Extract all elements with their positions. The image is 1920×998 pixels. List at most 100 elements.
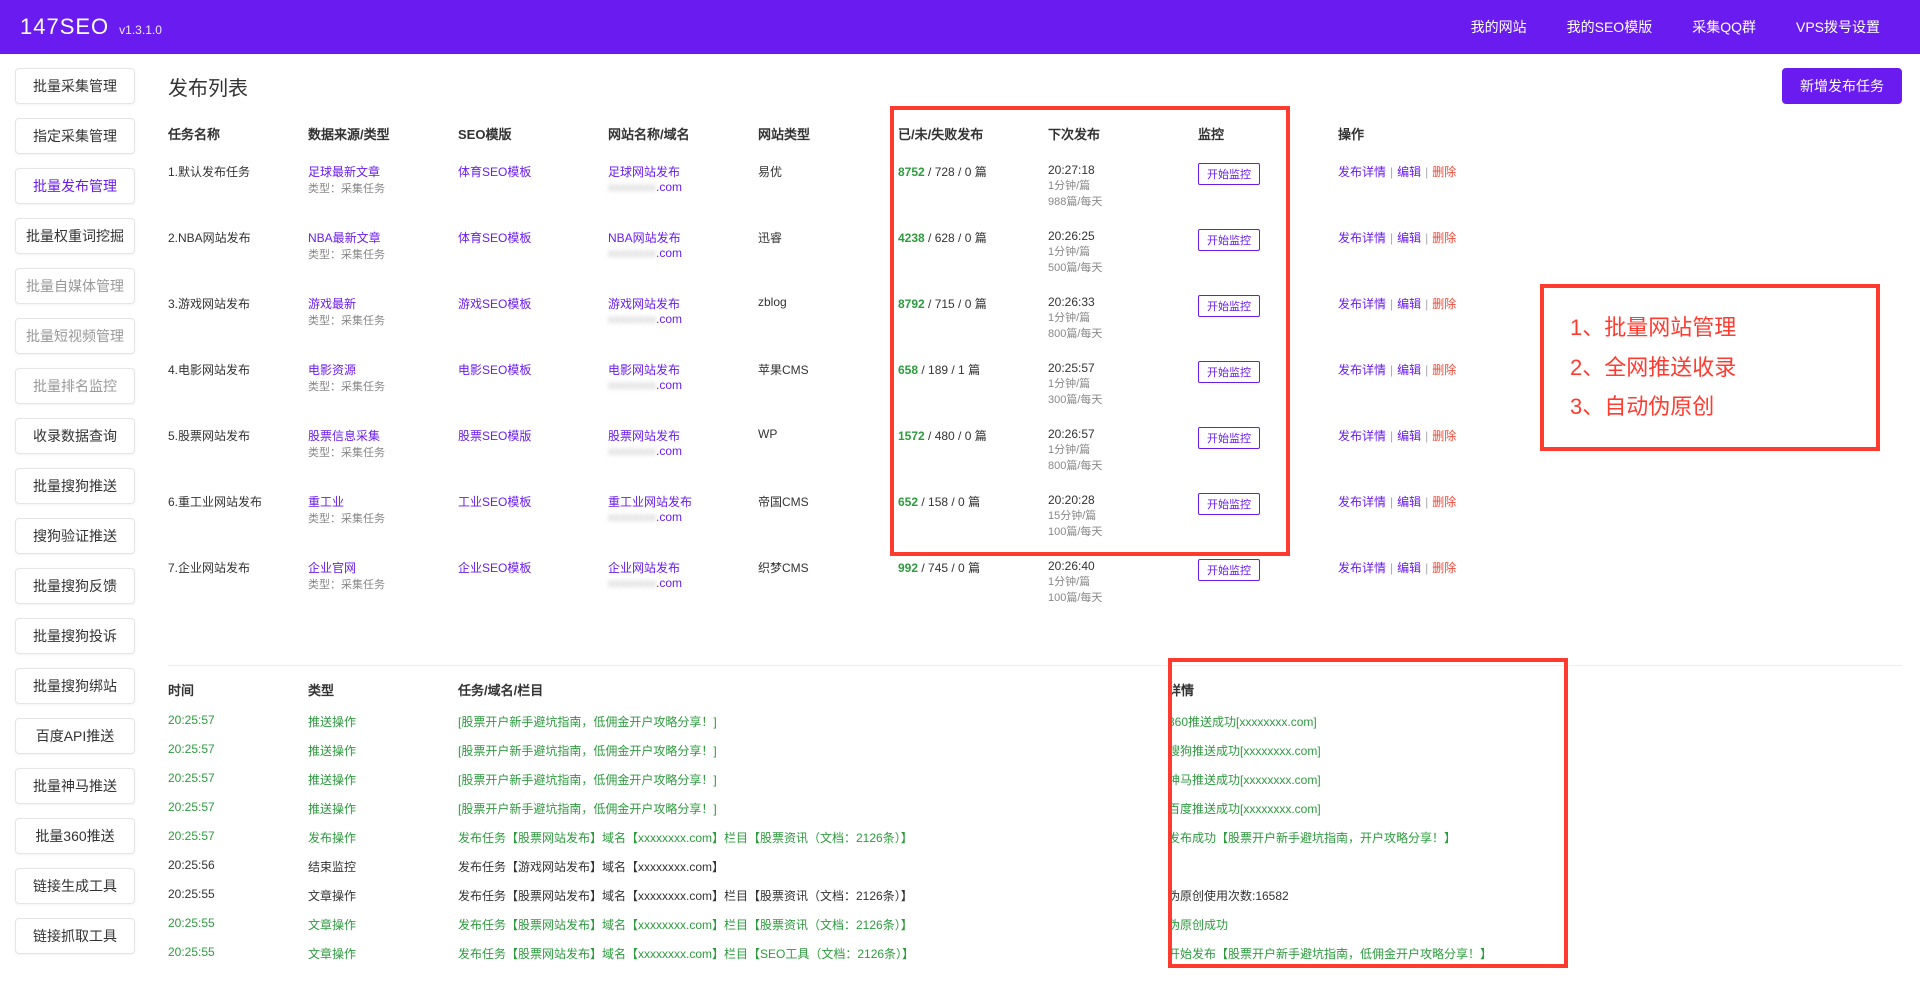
cell-name: 3.游戏网站发布 (168, 295, 308, 312)
monitor-button[interactable]: 开始监控 (1198, 427, 1260, 449)
cell-site: 重工业网站发布xxxxxxxx.com (608, 493, 758, 524)
topnav-item-1[interactable]: 我的SEO模版 (1567, 17, 1653, 37)
op-edit-link[interactable]: 编辑 (1397, 429, 1421, 443)
sidebar-item-8[interactable]: 批量搜狗推送 (15, 468, 135, 504)
op-delete-link[interactable]: 删除 (1432, 165, 1456, 179)
cell-source: 游戏最新类型：采集任务 (308, 295, 458, 328)
cell-ops: 发布详情|编辑|删除 (1338, 427, 1498, 444)
source-link[interactable]: 股票信息采集 (308, 429, 380, 443)
op-edit-link[interactable]: 编辑 (1397, 231, 1421, 245)
op-detail-link[interactable]: 发布详情 (1338, 495, 1386, 509)
monitor-button[interactable]: 开始监控 (1198, 493, 1260, 515)
monitor-button[interactable]: 开始监控 (1198, 229, 1260, 251)
op-delete-link[interactable]: 删除 (1432, 429, 1456, 443)
op-detail-link[interactable]: 发布详情 (1338, 429, 1386, 443)
cell-monitor: 开始监控 (1198, 163, 1338, 185)
cell-monitor: 开始监控 (1198, 229, 1338, 251)
template-link[interactable]: 电影SEO模板 (458, 363, 531, 377)
site-link[interactable]: 股票网站发布 (608, 429, 680, 443)
sidebar-item-12[interactable]: 批量搜狗绑站 (15, 668, 135, 704)
sidebar-item-3[interactable]: 批量权重词挖掘 (15, 218, 135, 254)
op-edit-link[interactable]: 编辑 (1397, 363, 1421, 377)
op-delete-link[interactable]: 删除 (1432, 231, 1456, 245)
monitor-button[interactable]: 开始监控 (1198, 295, 1260, 317)
op-detail-link[interactable]: 发布详情 (1338, 165, 1386, 179)
op-delete-link[interactable]: 删除 (1432, 363, 1456, 377)
cell-source: NBA最新文章类型：采集任务 (308, 229, 458, 262)
cell-template: 体育SEO模板 (458, 163, 608, 180)
monitor-button[interactable]: 开始监控 (1198, 361, 1260, 383)
template-link[interactable]: 体育SEO模板 (458, 231, 531, 245)
cell-source: 企业官网类型：采集任务 (308, 559, 458, 592)
source-link[interactable]: 足球最新文章 (308, 165, 380, 179)
lh-type: 类型 (308, 680, 458, 699)
topnav-item-2[interactable]: 采集QQ群 (1692, 17, 1756, 37)
cell-name: 1.默认发布任务 (168, 163, 308, 180)
template-link[interactable]: 体育SEO模板 (458, 165, 531, 179)
log-row: 20:25:55文章操作发布任务【股票网站发布】域名【xxxxxxxx.com】… (168, 910, 1902, 939)
op-edit-link[interactable]: 编辑 (1397, 495, 1421, 509)
monitor-button[interactable]: 开始监控 (1198, 559, 1260, 581)
cell-source: 重工业类型：采集任务 (308, 493, 458, 526)
cell-count: 8792 / 715 / 0 篇 (898, 295, 1048, 312)
title-bar: 发布列表 新增发布任务 (168, 68, 1902, 104)
sidebar-item-16[interactable]: 链接生成工具 (15, 868, 135, 904)
op-delete-link[interactable]: 删除 (1432, 561, 1456, 575)
op-detail-link[interactable]: 发布详情 (1338, 561, 1386, 575)
sidebar-item-13[interactable]: 百度API推送 (15, 718, 135, 754)
sidebar-item-10[interactable]: 批量搜狗反馈 (15, 568, 135, 604)
op-detail-link[interactable]: 发布详情 (1338, 297, 1386, 311)
site-link[interactable]: 游戏网站发布 (608, 297, 680, 311)
log-task: 发布任务【游戏网站发布】域名【xxxxxxxx.com】 (458, 858, 1168, 875)
site-link[interactable]: 重工业网站发布 (608, 495, 692, 509)
source-link[interactable]: 电影资源 (308, 363, 356, 377)
table-row: 6.重工业网站发布重工业类型：采集任务工业SEO模板重工业网站发布xxxxxxx… (168, 483, 1902, 549)
log-detail: 360推送成功[xxxxxxxx.com] (1168, 713, 1568, 730)
site-link[interactable]: NBA网站发布 (608, 231, 681, 245)
log-row: 20:25:57推送操作[股票开户新手避坑指南，低佣金开户攻略分享！]360推送… (168, 707, 1902, 736)
cell-site: 足球网站发布xxxxxxxx.com (608, 163, 758, 194)
template-link[interactable]: 游戏SEO模板 (458, 297, 531, 311)
new-task-button[interactable]: 新增发布任务 (1782, 68, 1902, 104)
cell-source: 足球最新文章类型：采集任务 (308, 163, 458, 196)
sidebar-item-11[interactable]: 批量搜狗投诉 (15, 618, 135, 654)
op-edit-link[interactable]: 编辑 (1397, 165, 1421, 179)
op-edit-link[interactable]: 编辑 (1397, 297, 1421, 311)
sidebar-item-2[interactable]: 批量发布管理 (15, 168, 135, 204)
site-link[interactable]: 电影网站发布 (608, 363, 680, 377)
sidebar-item-17[interactable]: 链接抓取工具 (15, 918, 135, 954)
site-link[interactable]: 企业网站发布 (608, 561, 680, 575)
sidebar-item-15[interactable]: 批量360推送 (15, 818, 135, 854)
op-detail-link[interactable]: 发布详情 (1338, 363, 1386, 377)
table-row: 7.企业网站发布企业官网类型：采集任务企业SEO模板企业网站发布xxxxxxxx… (168, 549, 1902, 615)
source-link[interactable]: 企业官网 (308, 561, 356, 575)
sidebar-item-0[interactable]: 批量采集管理 (15, 68, 135, 104)
topnav-item-0[interactable]: 我的网站 (1471, 17, 1527, 37)
sidebar-item-7[interactable]: 收录数据查询 (15, 418, 135, 454)
callout-line-3: 3、自动伪原创 (1570, 387, 1850, 427)
brand: 147SEO v1.3.1.0 (20, 14, 162, 40)
log-type: 推送操作 (308, 771, 458, 788)
sidebar-item-1[interactable]: 指定采集管理 (15, 118, 135, 154)
cell-type: WP (758, 427, 898, 441)
op-delete-link[interactable]: 删除 (1432, 297, 1456, 311)
template-link[interactable]: 股票SEO模版 (458, 429, 531, 443)
source-link[interactable]: 重工业 (308, 495, 344, 509)
site-link[interactable]: 足球网站发布 (608, 165, 680, 179)
op-detail-link[interactable]: 发布详情 (1338, 231, 1386, 245)
source-link[interactable]: 游戏最新 (308, 297, 356, 311)
log-table: 时间 类型 任务/域名/栏目 详情 20:25:57推送操作[股票开户新手避坑指… (168, 665, 1902, 968)
template-link[interactable]: 企业SEO模板 (458, 561, 531, 575)
op-edit-link[interactable]: 编辑 (1397, 561, 1421, 575)
log-row: 20:25:57推送操作[股票开户新手避坑指南，低佣金开户攻略分享！]搜狗推送成… (168, 736, 1902, 765)
cell-template: 股票SEO模版 (458, 427, 608, 444)
template-link[interactable]: 工业SEO模板 (458, 495, 531, 509)
op-delete-link[interactable]: 删除 (1432, 495, 1456, 509)
source-link[interactable]: NBA最新文章 (308, 231, 381, 245)
monitor-button[interactable]: 开始监控 (1198, 163, 1260, 185)
topnav-item-3[interactable]: VPS拨号设置 (1796, 17, 1880, 37)
sidebar-item-14[interactable]: 批量神马推送 (15, 768, 135, 804)
sidebar-item-9[interactable]: 搜狗验证推送 (15, 518, 135, 554)
cell-next: 20:27:181分钟/篇988篇/每天 (1048, 163, 1198, 209)
cell-type: 帝国CMS (758, 493, 898, 510)
